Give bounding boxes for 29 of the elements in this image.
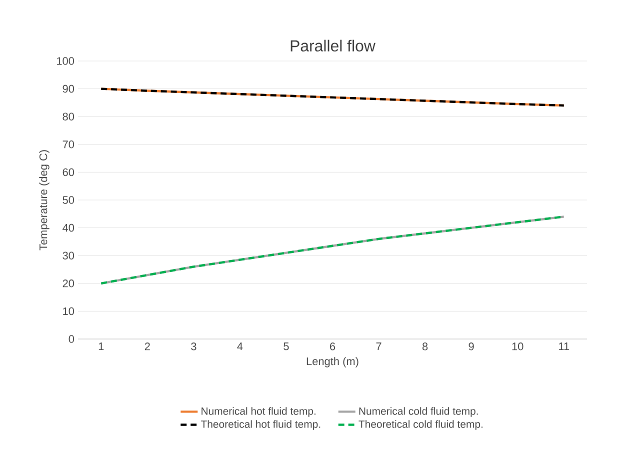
x-tick-label: 11	[559, 342, 570, 350]
x-tick-label: 1	[98, 342, 104, 350]
legend-label: Numerical hot fluid temp.	[202, 407, 316, 417]
y-tick-label: 60	[62, 168, 74, 176]
x-tick-label: 7	[376, 342, 382, 350]
chart-title: Parallel flow	[290, 40, 376, 52]
x-tick-label: 3	[191, 342, 196, 350]
x-tick-label: 5	[284, 342, 289, 350]
legend-label: Numerical cold fluid temp.	[359, 407, 478, 417]
x-tick-label: 10	[512, 342, 524, 350]
legend-label: Theoretical cold fluid temp.	[358, 420, 482, 430]
x-tick-label: 9	[468, 342, 474, 350]
y-axis-title: Temperature (deg C)	[39, 150, 50, 250]
x-tick-label: 2	[144, 342, 150, 350]
y-tick-label: 100	[57, 57, 74, 65]
y-tick-label: 40	[62, 224, 74, 232]
y-tick-label: 10	[63, 307, 74, 316]
y-tick-label: 50	[62, 196, 74, 204]
x-tick-label: 8	[422, 342, 428, 350]
y-tick-label: 90	[62, 84, 74, 93]
y-tick-label: 30	[62, 252, 74, 260]
y-tick-label: 0	[68, 335, 74, 343]
y-tick-label: 80	[62, 112, 74, 120]
x-tick-label: 4	[237, 342, 243, 350]
x-axis-title: Length (m)	[306, 357, 358, 368]
y-tick-label: 70	[62, 140, 74, 148]
legend-label: Theoretical hot fluid temp.	[200, 420, 320, 430]
x-tick-label: 6	[330, 342, 336, 350]
y-tick-label: 20	[62, 280, 74, 288]
